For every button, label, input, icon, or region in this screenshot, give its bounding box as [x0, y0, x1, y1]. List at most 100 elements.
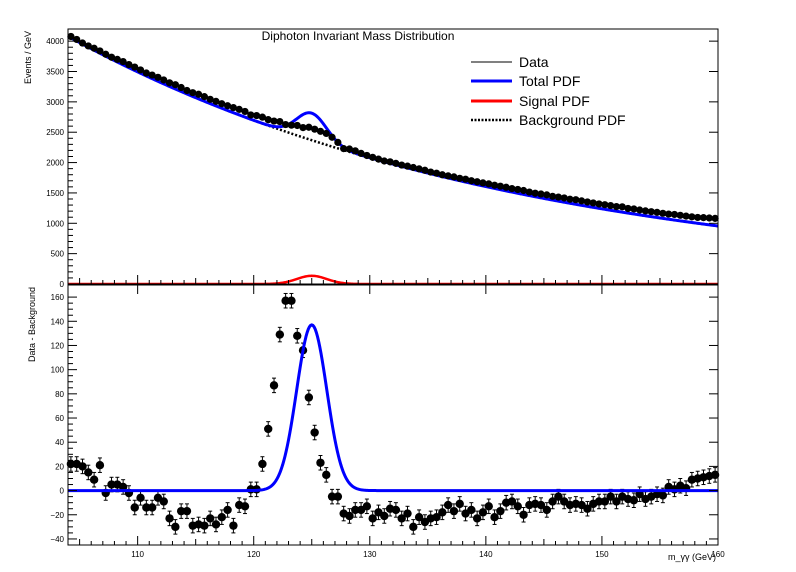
data-point — [334, 138, 342, 147]
residual-point — [414, 512, 424, 522]
data-point — [84, 42, 92, 50]
data-point — [328, 133, 336, 141]
residual-point — [513, 502, 522, 511]
residual-point — [171, 522, 180, 532]
residual-point — [223, 505, 232, 515]
y-tick-label: 120 — [51, 341, 65, 350]
data-point — [212, 97, 220, 105]
data-point — [305, 123, 313, 131]
data-point — [96, 47, 104, 55]
residual-point — [542, 505, 551, 515]
data-point — [450, 173, 458, 181]
data-point — [514, 185, 522, 194]
residual-point — [594, 497, 604, 506]
data-point — [340, 145, 348, 153]
data-point — [131, 63, 139, 71]
residual-point — [182, 506, 192, 516]
lower-x-axis: 110 120 130 140 150 160 — [79, 275, 725, 559]
y-tick-label: −20 — [50, 511, 64, 520]
residual-point — [449, 506, 459, 516]
residual-point — [600, 497, 610, 506]
data-point — [537, 190, 545, 198]
residual-point — [229, 521, 238, 530]
y-tick-label: 0 — [60, 487, 65, 496]
data-point — [398, 161, 406, 169]
legend-label-total-pdf: Total PDF — [519, 73, 580, 89]
residual-point — [635, 490, 644, 499]
data-point — [206, 95, 214, 103]
x-tick-label: 120 — [247, 550, 261, 559]
residual-point — [211, 520, 221, 529]
residual-point — [304, 393, 314, 402]
residual-signal-curve — [68, 323, 718, 493]
data-point — [699, 214, 708, 222]
data-point — [142, 69, 150, 77]
data-point — [374, 155, 383, 163]
data-point — [113, 55, 121, 63]
y-tick-label: 140 — [51, 317, 65, 326]
data-point — [572, 196, 580, 204]
residual-point — [391, 505, 401, 515]
legend: Data Total PDF Signal PDF Background PDF — [471, 54, 626, 128]
data-point — [589, 199, 597, 207]
data-point — [670, 210, 679, 219]
x-tick-label: 130 — [363, 550, 377, 559]
residual-point — [455, 499, 464, 509]
residual-point — [629, 496, 639, 505]
x-tick-label: 110 — [131, 550, 144, 559]
residual-point — [240, 502, 250, 511]
residual-point — [200, 521, 209, 530]
data-point — [566, 195, 574, 203]
residual-point — [554, 492, 563, 501]
residual-point — [327, 492, 337, 501]
data-point — [554, 193, 563, 201]
residual-point — [443, 500, 453, 510]
data-point — [583, 198, 592, 206]
data-point — [549, 192, 557, 200]
data-point — [630, 205, 638, 213]
data-point — [183, 86, 191, 95]
x-axis-label: m_γγ (GeV) — [668, 552, 716, 562]
residual-point — [275, 330, 285, 339]
data-point — [253, 111, 261, 120]
y-tick-label: 100 — [51, 366, 65, 375]
data-point — [694, 213, 702, 222]
data-point — [461, 175, 470, 183]
residual-point — [710, 470, 720, 480]
residual-point — [507, 497, 517, 506]
data-point — [345, 145, 354, 153]
y-tick-label: 80 — [55, 390, 64, 399]
data-point — [479, 179, 487, 187]
residual-point — [380, 511, 389, 521]
residual-point — [118, 482, 128, 492]
data-point — [560, 194, 568, 202]
residual-point — [264, 424, 273, 434]
data-point — [363, 151, 371, 160]
data-point — [485, 180, 493, 188]
residual-point — [484, 502, 493, 511]
residual-point — [293, 331, 302, 340]
y-tick-label: 2500 — [46, 128, 64, 137]
data-point — [386, 158, 394, 166]
y-tick-label: 0 — [60, 280, 65, 289]
y-tick-label: 1500 — [46, 189, 64, 198]
data-point — [409, 163, 417, 172]
data-point — [392, 159, 400, 167]
residual-point — [130, 503, 139, 512]
residual-point — [205, 514, 215, 523]
data-point — [102, 50, 110, 58]
residual-point — [606, 492, 615, 501]
y-tick-label: 3000 — [46, 98, 64, 107]
residual-point — [536, 500, 546, 510]
y-tick-label: −40 — [50, 535, 64, 544]
residual-point — [176, 506, 186, 516]
y-tick-label: 3500 — [46, 68, 64, 77]
data-point — [676, 211, 684, 219]
residual-point — [658, 491, 668, 500]
data-point — [293, 121, 301, 130]
lower-y-axis-label: Data - Background — [27, 287, 37, 362]
residual-point — [316, 458, 325, 467]
data-point — [229, 103, 237, 112]
data-point — [618, 203, 626, 211]
data-point — [415, 165, 423, 173]
